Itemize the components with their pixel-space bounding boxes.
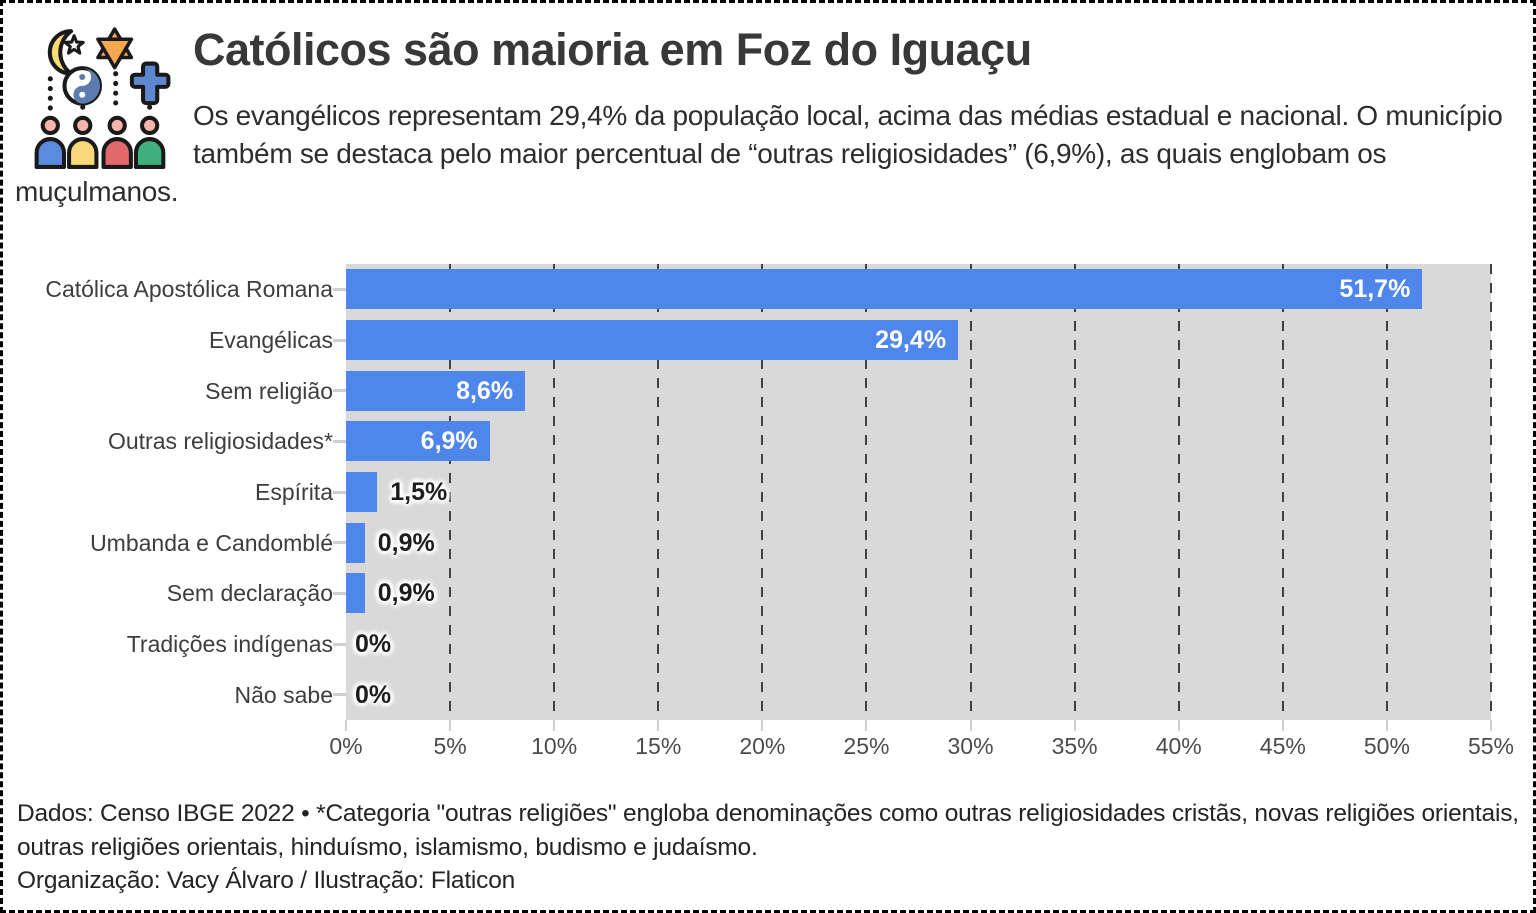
x-axis-label: 50% [1363,733,1410,759]
category-label: Evangélicas [208,327,333,353]
bar-value-label: 0% [355,630,392,658]
y-axis-tick [333,642,346,646]
x-axis-tick [969,720,972,731]
category-label: Tradições indígenas [126,631,333,657]
x-axis-label: 0% [329,733,363,759]
y-axis-tick [333,439,346,443]
bar [346,522,365,563]
x-axis-label: 25% [843,733,890,759]
category-label: Outras religiosidades* [107,428,333,455]
x-axis-tick [553,720,556,731]
x-axis-tick [1281,720,1284,731]
gridline [1177,264,1180,720]
y-axis-tick [333,693,346,697]
bar-value-label: 0% [355,680,392,709]
category-label: Sem religião [205,377,333,404]
header: Católicos são maioria em Foz do Iguaçu O… [15,21,1523,211]
x-axis-label: 55% [1467,733,1515,759]
religions-icon [27,21,177,171]
x-axis-tick [1073,720,1076,731]
category-label: Sem declaração [166,580,333,607]
star-icon [63,34,85,55]
gridline [865,264,868,720]
religions-illustration [34,27,171,169]
x-axis-label: 10% [531,733,578,759]
x-axis-tick [657,720,660,731]
cross-icon [129,61,171,106]
dotted-line [47,71,153,119]
bar-value-label: 1,5% [390,478,448,506]
x-axis-tick [1385,720,1388,731]
gridline [761,264,764,720]
bar [346,472,378,512]
bar-value-label: 0,9% [377,528,435,557]
gridline [1385,264,1388,720]
bar-value-label: 6,9% [420,427,478,456]
bar-value-label: 29,4% [875,326,947,354]
bar [346,320,959,360]
gridline [1490,264,1492,720]
chart-subtitle: Os evangélicos representam 29,4% da popu… [15,99,1503,207]
y-axis-tick [333,338,346,342]
gridline [1281,264,1284,720]
bar [346,421,490,462]
footer: Dados: Censo IBGE 2022 • *Categoria "out… [17,797,1521,898]
x-axis-label: 40% [1155,733,1202,759]
y-axis-tick [333,389,346,393]
gridline [553,264,556,720]
bar-value-label: 0,9% [377,579,435,608]
category-label: Católica Apostólica Romana [45,276,333,303]
x-axis-label: 30% [947,733,994,759]
bar [346,573,365,614]
bar-value-label: 51,7% [1339,275,1411,304]
y-axis-tick [333,287,346,291]
crescent-moon-icon [47,29,74,76]
x-axis-label: 45% [1259,733,1306,759]
source-note: Dados: Censo IBGE 2022 • *Categoria "out… [17,800,1519,861]
star-of-david-icon [96,27,134,70]
x-axis-label: 35% [1051,733,1098,759]
page-title: Católicos são maioria em Foz do Iguaçu [193,24,1032,75]
gridline [1073,264,1076,720]
x-axis-label: 20% [739,733,786,759]
gridline [657,264,660,720]
x-axis-tick [345,720,347,731]
bar-value-label: 8,6% [456,376,514,405]
category-label: Umbanda e Candomblé [90,529,333,556]
x-axis-label: 5% [433,733,467,759]
x-axis-tick [865,720,868,731]
gridline [449,264,452,720]
bar [346,370,526,411]
y-axis-tick [333,541,346,545]
x-axis-tick [1177,720,1180,731]
chart-plot-area: 51,7% 29,4% 8,6% 6,9% 1,5% 0,9% 0,9% 0% 0% [346,264,1492,720]
x-axis-tick [1490,720,1492,731]
y-axis-tick [333,591,346,595]
x-axis-label: 15% [635,733,682,759]
credit-line: Organização: Vacy Álvaro / Ilustração: F… [17,867,516,895]
gridline [969,264,972,720]
category-label: Espírita [255,479,333,505]
person-figure [34,115,166,169]
category-label: Não sabe [234,681,333,708]
x-axis-tick [761,720,764,731]
bar [346,269,1423,310]
x-axis-tick [449,720,452,731]
y-axis-tick [333,490,346,494]
yin-yang-icon [62,66,102,106]
